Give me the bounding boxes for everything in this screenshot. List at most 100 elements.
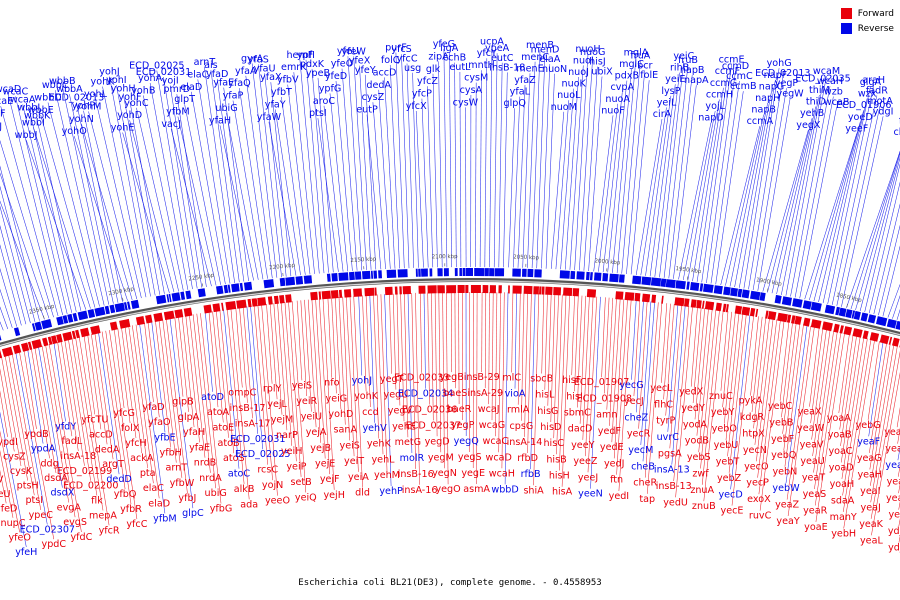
forward-gene-block [869, 332, 880, 342]
tick-label: 2300 kbp [108, 286, 135, 297]
inner-gene-label: insA-13 [654, 465, 690, 476]
forward-gene-block [634, 292, 641, 302]
inner-gene-label: yfeO [8, 532, 31, 543]
inner-gene-label: yebF [771, 434, 794, 445]
outer-leader [109, 76, 151, 297]
inner-leader [75, 337, 104, 511]
reverse-gene-block [474, 268, 485, 277]
inner-gene-label: ECD_02200 [63, 481, 118, 492]
outer-gene-label: wcaM [813, 66, 840, 77]
inner-leader [128, 325, 148, 469]
outer-leader [29, 112, 77, 312]
outer-leader [353, 56, 367, 271]
forward-swatch [840, 8, 852, 19]
forward-gene-block [741, 306, 751, 316]
outer-leader [116, 84, 156, 296]
inner-gene-label: yojN [262, 480, 283, 491]
inner-gene-label: kdgR [740, 412, 765, 423]
reverse-gene-block [686, 281, 690, 290]
outer-gene-label: yfeG [433, 39, 455, 50]
reverse-gene-block [675, 280, 686, 290]
inner-leader [411, 292, 416, 469]
outer-leader [776, 94, 820, 295]
forward-gene-block [852, 328, 863, 338]
outer-gene-label: wcaE [0, 96, 13, 107]
outer-leader [384, 77, 396, 269]
inner-gene-label: yeaF [857, 436, 880, 447]
outer-leader [752, 88, 787, 291]
reverse-gene-block [386, 269, 397, 278]
outer-gene-label: usg [404, 63, 421, 74]
forward-gene-block [321, 290, 331, 300]
forward-gene-block [892, 337, 900, 347]
forward-gene-block [51, 335, 58, 345]
forward-gene-block [498, 285, 502, 294]
figure-caption: Escherichia coli BL21(DE3), complete gen… [298, 578, 602, 588]
forward-gene-block [80, 327, 90, 338]
outer-leader [583, 66, 598, 271]
reverse-gene-block [34, 321, 43, 331]
inner-gene-label: mlC [502, 373, 521, 384]
inner-leader [616, 299, 628, 475]
outer-leader [720, 126, 761, 286]
inner-gene-label: yejA [306, 427, 327, 438]
outer-leader [868, 181, 900, 314]
forward-gene-block [725, 304, 729, 313]
inner-gene-label: yfbJ [178, 493, 196, 504]
inner-gene-label: yejE [315, 459, 335, 470]
reverse-gene-block [185, 290, 192, 300]
inner-leader [446, 292, 449, 485]
forward-gene-block [174, 309, 184, 319]
inner-leader [71, 338, 98, 496]
outer-leader [484, 58, 488, 268]
inner-gene-label: insB-17 [230, 403, 266, 414]
inner-gene-label: yfbQ [114, 489, 137, 500]
inner-gene-label: yebU [714, 440, 739, 451]
inner-gene-label: ompC [228, 388, 256, 399]
reverse-gene-block [750, 290, 761, 301]
inner-gene-labels: hemFcnryfeVyfeUyfeDnupCyfeOyfeHypdIcysZc… [0, 372, 900, 558]
outer-leader [443, 48, 448, 268]
inner-leader [291, 301, 307, 493]
inner-gene-label: ypeC [29, 510, 54, 521]
outer-leader [878, 224, 900, 316]
inner-leader [404, 293, 409, 438]
outer-leader [743, 68, 780, 289]
inner-gene-label: atoS [223, 453, 245, 464]
inner-gene-label: yoaE [804, 522, 828, 533]
inner-gene-label: dedA [95, 444, 120, 455]
reverse-gene-block [331, 273, 338, 282]
inner-gene-label: ruvC [749, 511, 772, 522]
inner-leader [41, 345, 70, 503]
inner-leader [415, 292, 420, 485]
forward-gene-block [539, 286, 542, 295]
outer-leader [0, 288, 13, 328]
inner-gene-label: yegD [425, 436, 450, 447]
outer-leader [588, 76, 603, 272]
inner-leader [488, 292, 490, 405]
inner-leader [698, 309, 713, 453]
inner-gene-label: yfbE [154, 432, 175, 443]
outer-gene-label: yohG [767, 58, 792, 69]
inner-leader [196, 313, 216, 489]
forward-gene-block [615, 291, 624, 300]
inner-gene-label: nupC [1, 518, 26, 529]
reverse-gene-block [586, 271, 590, 281]
inner-gene-label: ypdA [31, 444, 56, 455]
outer-gene-label: yfaP [223, 91, 244, 102]
inner-gene-label: yfbR [120, 504, 142, 515]
outer-gene-label: ccmB [730, 81, 756, 92]
inner-gene-label: yehK [367, 439, 392, 450]
inner-gene-label: cheR [633, 478, 657, 489]
reverse-gene-block [354, 271, 362, 280]
outer-leader [541, 64, 551, 269]
outer-gene-label: napB [751, 105, 776, 116]
inner-gene-label: baeR [447, 404, 472, 415]
outer-leader [122, 132, 170, 294]
inner-leader [362, 295, 367, 392]
inner-leader [338, 296, 346, 425]
outer-leader [184, 104, 221, 285]
reverse-gene-block [285, 276, 296, 286]
outer-leader [191, 91, 226, 285]
forward-gene-block [119, 318, 131, 329]
